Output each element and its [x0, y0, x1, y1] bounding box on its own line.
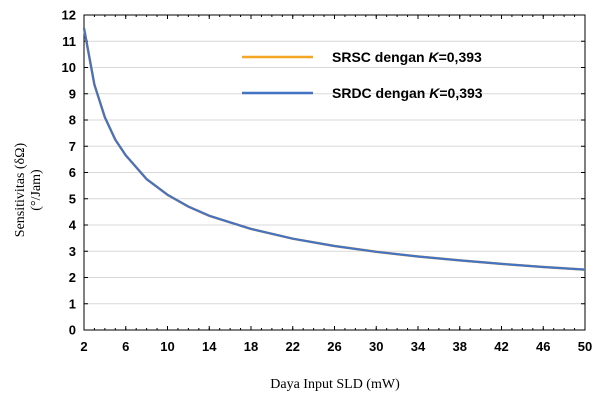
y-tick-label: 9	[69, 86, 76, 101]
y-axis-title-line1: Sensitivitas (δΩ)	[13, 142, 28, 237]
y-tick-label: 11	[62, 34, 76, 49]
x-axis-tick-labels: 2 6 10 14 18 22 26 30 34 38 42 46 50	[80, 339, 592, 354]
series-line-srdc	[82, 27, 586, 271]
y-tick-label: 5	[69, 191, 76, 206]
x-tick-label: 10	[160, 339, 174, 354]
x-tick-label: 34	[411, 339, 426, 354]
y-axis-title-line2: (°/Jam)	[29, 169, 44, 211]
y-tick-label: 1	[69, 296, 76, 311]
legend: SRSC dengan K=0,393 SRDC dengan K=0,393	[242, 49, 483, 101]
y-tick-label: 8	[69, 113, 76, 128]
y-tick-label: 0	[69, 323, 76, 338]
legend-label-srsc: SRSC dengan K=0,393	[332, 49, 482, 65]
x-tick-label: 18	[244, 339, 258, 354]
x-tick-label: 42	[494, 339, 508, 354]
x-axis-title: Daya Input SLD (mW)	[270, 377, 400, 392]
data-series	[82, 27, 586, 271]
tick-marks	[83, 14, 586, 331]
x-tick-label: 46	[536, 339, 550, 354]
y-tick-label: 4	[69, 218, 77, 233]
y-tick-label: 6	[69, 165, 76, 180]
y-tick-label: 2	[69, 270, 76, 285]
x-tick-label: 6	[122, 339, 129, 354]
y-tick-label: 10	[62, 60, 76, 75]
y-tick-label: 12	[62, 8, 76, 23]
legend-label-srdc: SRDC dengan K=0,393	[332, 85, 483, 101]
y-tick-label: 7	[69, 139, 76, 154]
x-tick-label: 26	[327, 339, 341, 354]
y-axis-title: Sensitivitas (δΩ) (°/Jam)	[13, 142, 44, 237]
x-tick-label: 30	[369, 339, 383, 354]
x-tick-label: 14	[202, 339, 217, 354]
x-tick-label: 50	[578, 339, 592, 354]
grid-lines	[84, 40, 585, 305]
x-tick-label: 38	[453, 339, 467, 354]
y-tick-label: 3	[69, 244, 76, 259]
x-tick-label: 22	[286, 339, 300, 354]
x-tick-label: 2	[80, 339, 87, 354]
